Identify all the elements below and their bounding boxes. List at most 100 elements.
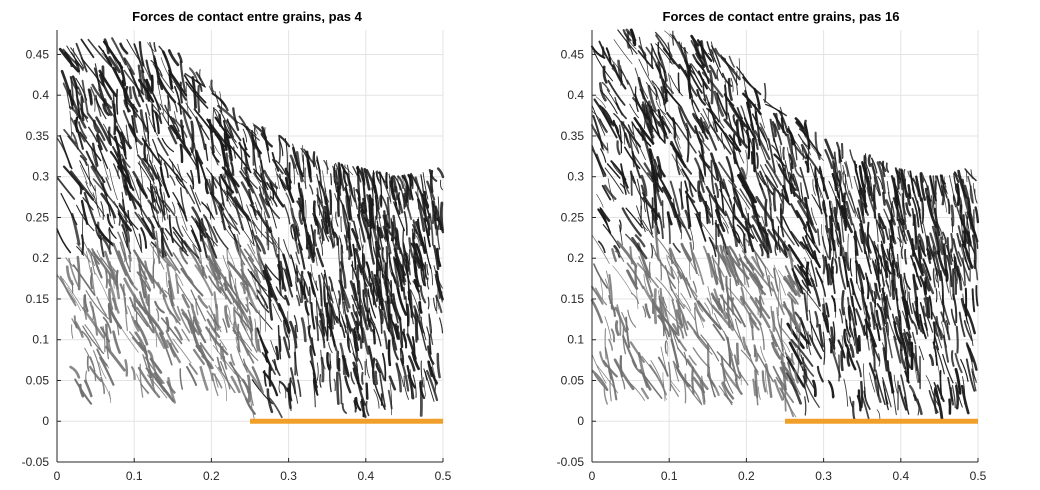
force-chain	[118, 202, 131, 222]
force-chain	[185, 81, 209, 109]
force-chain	[771, 341, 782, 360]
force-chain	[169, 312, 178, 324]
y-tick-label: 0.35	[26, 129, 50, 143]
force-chain	[926, 297, 931, 319]
force-chain	[898, 218, 905, 233]
force-chain	[614, 306, 627, 333]
force-chain	[793, 265, 813, 288]
force-chain	[227, 283, 248, 313]
force-chain	[725, 308, 735, 330]
force-chain	[203, 240, 222, 272]
force-chain	[424, 261, 428, 281]
force-chain	[797, 281, 822, 312]
force-chain	[224, 380, 227, 401]
force-chain	[311, 337, 316, 356]
y-tick-label: 0.45	[26, 47, 50, 61]
force-chain	[753, 87, 761, 110]
force-chain	[756, 276, 765, 305]
force-chain	[924, 277, 931, 292]
force-chain	[315, 280, 319, 291]
force-chain	[760, 346, 767, 363]
force-chain	[657, 164, 666, 178]
x-tick-label: 0	[54, 469, 61, 483]
force-chain	[262, 370, 279, 397]
force-chain	[655, 100, 667, 115]
force-chain	[316, 157, 323, 188]
force-chain	[205, 232, 218, 259]
force-chain	[154, 300, 165, 314]
force-chain	[619, 355, 624, 378]
force-chain	[160, 317, 183, 345]
force-chain	[349, 338, 356, 361]
force-chain	[894, 185, 900, 207]
force-chain	[702, 98, 725, 129]
y-tick-label: 0.25	[26, 210, 50, 224]
force-chain	[901, 217, 908, 230]
force-chain	[247, 268, 267, 292]
force-chain	[348, 188, 353, 207]
force-chain	[743, 233, 747, 254]
force-chain	[326, 351, 331, 371]
force-chain	[743, 117, 756, 140]
force-chain	[372, 329, 376, 345]
force-chain	[75, 60, 81, 73]
force-chain	[338, 279, 351, 309]
force-chain	[881, 377, 892, 408]
force-chain	[838, 185, 841, 216]
force-chain	[769, 118, 776, 143]
axes	[591, 30, 979, 463]
force-chain	[940, 174, 947, 188]
force-chain	[969, 185, 974, 204]
force-chain	[728, 179, 751, 210]
force-chain	[873, 176, 880, 195]
force-chain	[956, 268, 958, 284]
force-chain	[734, 231, 741, 244]
force-chain	[413, 305, 424, 334]
force-chain	[955, 325, 959, 354]
force-chain	[89, 365, 103, 382]
force-chain	[801, 279, 810, 292]
force-chain	[613, 39, 633, 65]
force-chain	[634, 234, 646, 248]
force-chain	[339, 199, 350, 232]
force-chain	[418, 301, 423, 314]
force-chain	[625, 207, 643, 229]
force-chain	[189, 68, 196, 79]
force-chain	[918, 247, 923, 260]
force-chain	[744, 89, 753, 109]
force-chain	[237, 323, 241, 353]
force-chain	[661, 115, 666, 143]
force-chain	[222, 173, 235, 207]
force-chain	[264, 349, 269, 363]
force-chain	[911, 197, 920, 228]
force-chain	[335, 211, 339, 227]
force-chain	[931, 311, 944, 339]
force-chain	[880, 293, 887, 322]
force-chain	[828, 381, 835, 399]
force-chain	[971, 368, 977, 392]
force-chain	[619, 65, 623, 86]
force-chain	[290, 254, 297, 275]
force-chain	[362, 289, 368, 313]
force-chain	[677, 72, 681, 94]
force-chain	[845, 160, 853, 189]
force-chain	[875, 254, 882, 275]
force-chain	[350, 311, 361, 340]
force-chain	[293, 315, 299, 333]
force-chain	[963, 320, 973, 342]
force-chain	[940, 321, 945, 340]
force-chain	[151, 224, 156, 241]
force-chain	[205, 167, 227, 196]
force-chain	[227, 249, 236, 269]
force-chain	[834, 229, 840, 245]
force-chain	[666, 339, 669, 357]
force-chain	[594, 129, 605, 151]
force-chain	[166, 95, 171, 112]
force-chain	[414, 228, 423, 247]
force-chain	[793, 141, 798, 161]
force-chain	[828, 338, 833, 354]
force-chain	[337, 290, 342, 306]
force-chain	[80, 38, 95, 59]
force-chain	[310, 302, 316, 330]
force-chain	[970, 169, 973, 179]
